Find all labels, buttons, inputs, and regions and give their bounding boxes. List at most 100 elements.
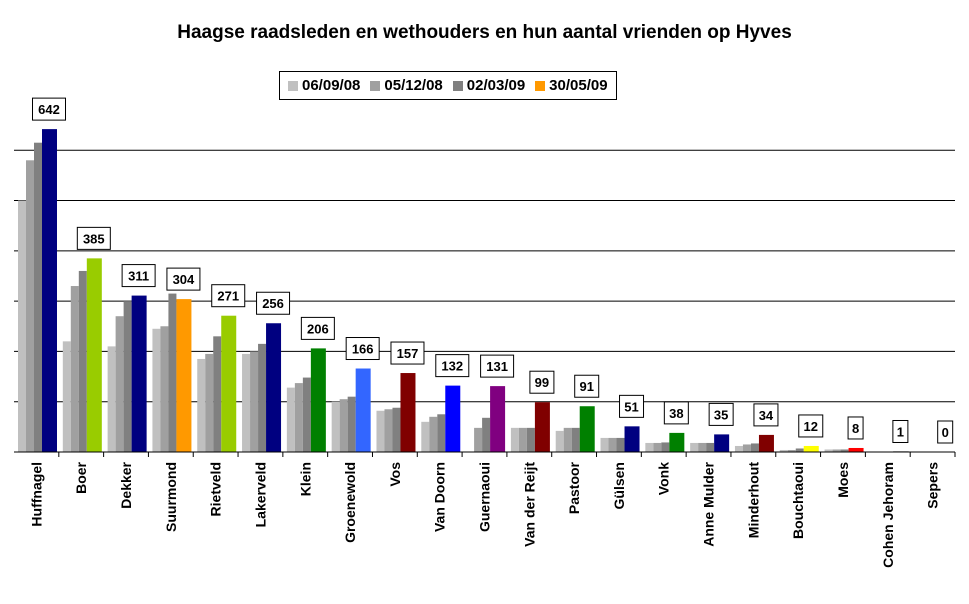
bar-2-van-der-reijt [518, 427, 527, 452]
data-label-16: 35 [714, 407, 728, 422]
category-label-8: Groenewold [342, 462, 358, 543]
bar-1-klein [286, 387, 295, 452]
bar-3-rietveld [213, 336, 222, 452]
bar-1-dekker [107, 346, 116, 452]
bar-1-gülsen [600, 437, 609, 452]
data-label-box-19 [847, 416, 864, 440]
bar-3-pastoor [571, 427, 580, 452]
data-label-9: 157 [397, 346, 419, 361]
data-label-box-15 [663, 401, 689, 425]
bar-2-moes [832, 449, 841, 452]
bar-4-lakerveld [266, 323, 282, 452]
category-label-21: Sepers [925, 462, 941, 509]
legend: 06/09/08 05/12/08 02/03/09 30/05/09 [279, 71, 617, 100]
bar-3-suurmond [168, 293, 177, 452]
bar-4-van-doorn [445, 385, 461, 452]
data-label-box-8 [345, 337, 380, 361]
category-label-15: Vonk [656, 462, 672, 495]
bar-4-moes [848, 447, 864, 452]
legend-item-4: 30/05/09 [535, 77, 608, 94]
data-label-6: 256 [262, 296, 284, 311]
bar-1-groenewold [331, 401, 340, 452]
data-label-box-9 [390, 341, 425, 365]
data-label-8: 166 [352, 342, 374, 357]
bar-3-lakerveld [258, 343, 267, 452]
data-label-3: 311 [128, 269, 149, 284]
bar-2-klein [294, 383, 303, 452]
bar-2-vos [384, 409, 393, 452]
data-label-box-20 [892, 419, 909, 443]
category-label-16: Anne Mulder [701, 461, 717, 546]
bar-2-dekker [115, 316, 124, 452]
legend-label-4: 30/05/09 [549, 77, 608, 94]
legend-swatch-3 [452, 80, 463, 91]
bar-4-vonk [669, 432, 685, 452]
bar-3-vonk [661, 442, 670, 452]
chart-title: Haagse raadsleden en wethouders en hun a… [177, 22, 792, 43]
bar-4-suurmond [176, 299, 192, 452]
category-label-19: Moes [835, 462, 851, 498]
bar-3-groenewold [347, 396, 356, 452]
bar-1-boer [62, 341, 71, 452]
data-label-box-1 [32, 97, 66, 121]
category-label-10: Van Doorn [432, 462, 448, 532]
category-label-9: Vos [387, 462, 403, 487]
bar-1-van-doorn [421, 421, 430, 452]
category-label-4: Suurmond [163, 462, 179, 532]
data-label-19: 8 [852, 421, 859, 436]
category-label-2: Boer [73, 461, 89, 493]
bar-3-bouchtaoui [795, 448, 804, 452]
bar-2-gülsen [608, 437, 617, 452]
bar-2-bouchtaoui [787, 449, 796, 452]
data-label-20: 1 [897, 424, 904, 439]
legend-item-2: 05/12/08 [370, 77, 443, 94]
category-label-18: Bouchtaoui [790, 462, 806, 539]
data-label-box-5 [211, 284, 246, 308]
legend-label-2: 05/12/08 [384, 77, 443, 94]
data-label-13: 91 [579, 379, 593, 394]
bar-3-gülsen [616, 437, 625, 452]
data-label-14: 51 [624, 399, 638, 414]
category-label-13: Pastoor [566, 461, 582, 514]
bar-1-lakerveld [242, 353, 251, 452]
bar-1-huffnagel [18, 200, 26, 452]
bar-2-lakerveld [250, 351, 259, 452]
bar-1-vos [376, 410, 385, 452]
bar-3-huffnagel [34, 142, 42, 453]
data-label-box-7 [300, 316, 335, 340]
legend-label-1: 06/09/08 [302, 77, 361, 94]
bar-1-pastoor [555, 430, 564, 452]
legend-item-3: 02/03/09 [452, 77, 525, 94]
bar-1-anne-mulder [690, 442, 699, 452]
category-label-12: Van der Reijt [521, 462, 537, 547]
bar-3-boer [78, 270, 87, 452]
bar-3-klein [302, 377, 311, 452]
data-label-box-16 [708, 402, 734, 426]
bar-2-groenewold [339, 399, 348, 452]
bar-4-bouchtaoui [803, 445, 819, 452]
data-label-12: 99 [535, 375, 549, 390]
data-label-10: 132 [441, 359, 463, 374]
data-label-box-21 [937, 420, 954, 444]
bar-3-minderhout [750, 443, 759, 452]
data-label-17: 34 [759, 408, 774, 423]
bar-4-guernaoui [490, 386, 506, 452]
data-label-box-12 [529, 370, 555, 394]
category-label-1: Huffnagel [28, 462, 44, 527]
data-label-box-4 [166, 267, 201, 291]
bar-2-vonk [653, 442, 662, 452]
bar-1-van-der-reijt [510, 427, 519, 452]
category-label-7: Klein [297, 462, 313, 496]
bar-2-huffnagel [26, 160, 34, 452]
bar-4-vos [400, 373, 416, 452]
data-label-box-14 [619, 394, 645, 418]
legend-swatch-4 [535, 80, 546, 91]
data-label-5: 271 [217, 289, 239, 304]
data-label-21: 0 [942, 425, 949, 440]
data-label-box-3 [121, 264, 156, 288]
bar-2-boer [70, 286, 79, 452]
legend-item-1: 06/09/08 [288, 77, 360, 94]
bar-4-huffnagel [42, 129, 57, 453]
bar-2-minderhout [742, 444, 751, 452]
